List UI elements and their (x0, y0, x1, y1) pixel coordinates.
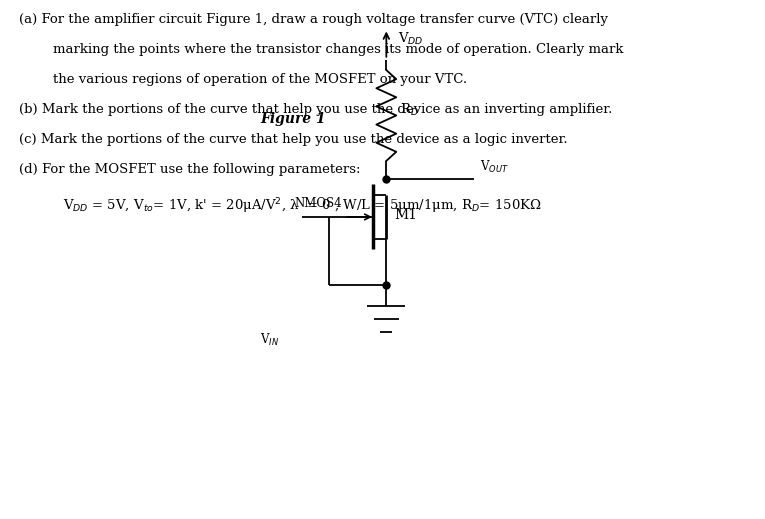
Text: (d) For the MOSFET use the following parameters:: (d) For the MOSFET use the following par… (19, 163, 360, 176)
Text: (a) For the amplifier circuit Figure 1, draw a rough voltage transfer curve (VTC: (a) For the amplifier circuit Figure 1, … (19, 13, 608, 26)
Text: Figure 1: Figure 1 (260, 113, 326, 126)
Text: V$_{DD}$: V$_{DD}$ (398, 31, 424, 47)
Text: V$_{DD}$ = 5V, V$_{to}$= 1V, k' = 20μA/V$^{2}$, λ  = 0 , W/L = 5μm/1μm, R$_D$= 1: V$_{DD}$ = 5V, V$_{to}$= 1V, k' = 20μA/V… (63, 196, 542, 216)
Text: M1: M1 (394, 208, 417, 222)
Text: marking the points where the transistor changes its mode of operation. Clearly m: marking the points where the transistor … (19, 43, 623, 56)
Text: the various regions of operation of the MOSFET on your VTC.: the various regions of operation of the … (19, 73, 467, 86)
Text: V$_{OUT}$: V$_{OUT}$ (480, 159, 509, 175)
Text: V$_{IN}$: V$_{IN}$ (260, 332, 279, 348)
Text: NMOS4: NMOS4 (295, 197, 342, 210)
Text: (c) Mark the portions of the curve that help you use the device as a logic inver: (c) Mark the portions of the curve that … (19, 133, 568, 146)
Text: (b) Mark the portions of the curve that help you use the device as an inverting : (b) Mark the portions of the curve that … (19, 103, 613, 116)
Text: R$_D$: R$_D$ (400, 102, 419, 118)
